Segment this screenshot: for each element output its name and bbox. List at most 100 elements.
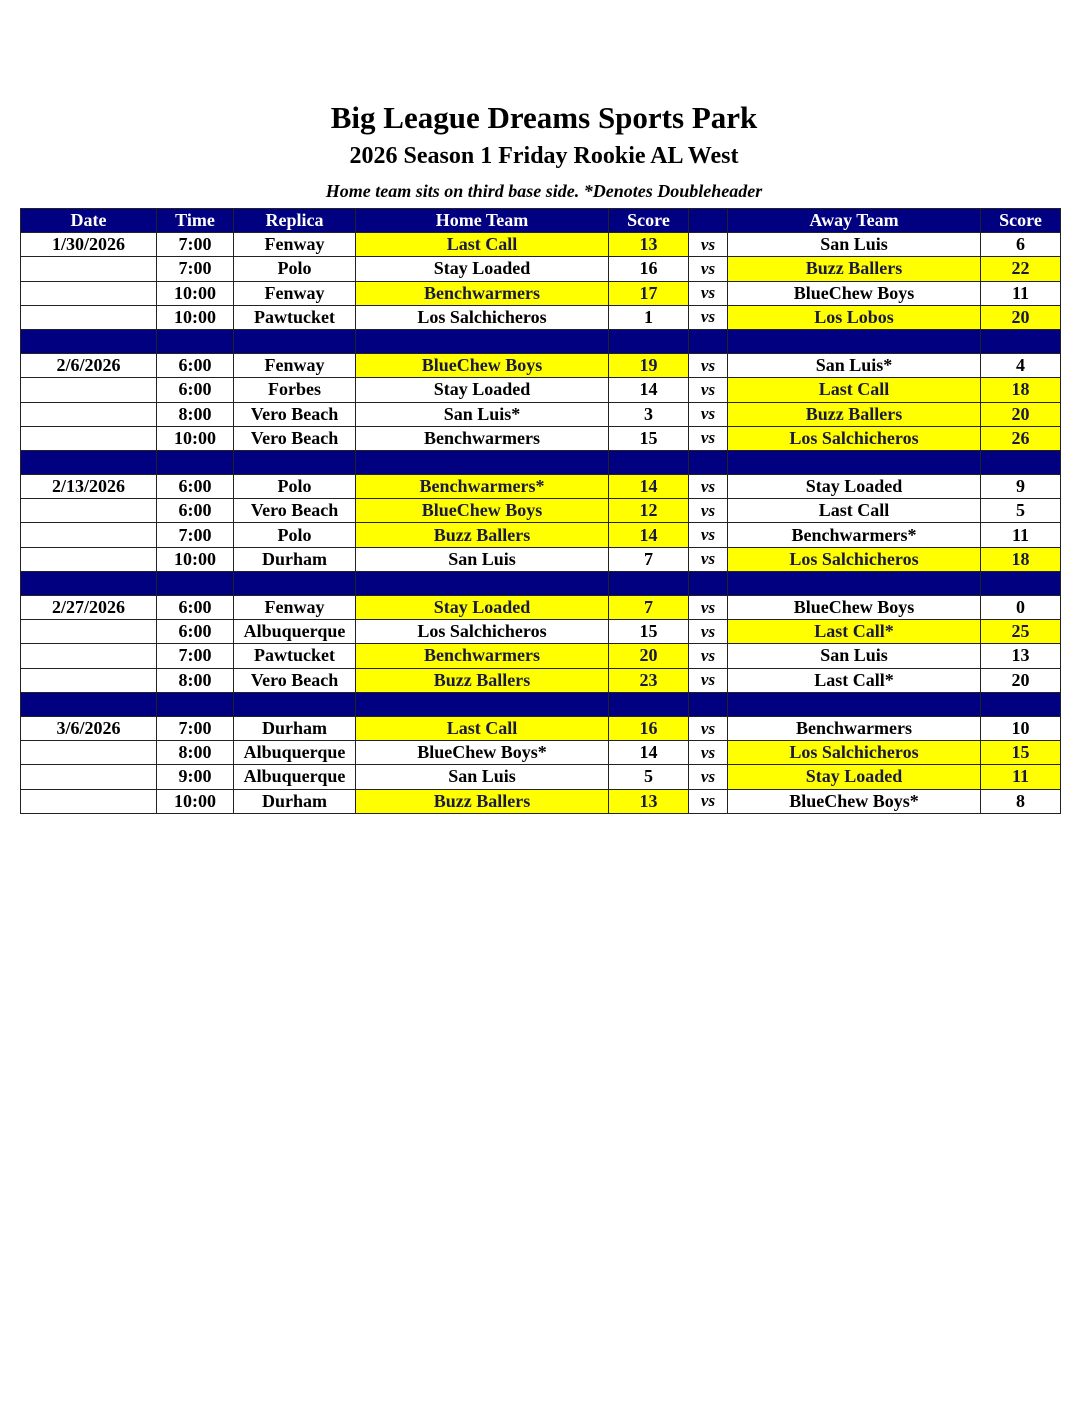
game-row: 10:00 Vero Beach Benchwarmers 15 vs Los Salch… — [20, 425, 1061, 451]
separator-cell — [980, 570, 1061, 597]
date-cell — [20, 643, 157, 669]
time-cell: 6:00 — [156, 619, 234, 645]
time-cell: 6:00 — [156, 594, 234, 621]
game-row: 10:00 Fenway Benchwarmers 17 vs BlueChew Boys… — [20, 280, 1061, 306]
date-cell — [20, 425, 157, 451]
away-team-cell: Stay Loaded — [727, 764, 981, 790]
away-score-cell: 18 — [980, 377, 1061, 403]
vs-cell: vs — [688, 546, 728, 572]
separator-cell — [233, 691, 356, 717]
game-row: 6:00 Albuquerque Los Salchicheros 15 vs Last … — [20, 619, 1061, 645]
separator-cell — [727, 328, 981, 355]
away-team-cell: Benchwarmers — [727, 715, 981, 742]
away-score-cell: 20 — [980, 304, 1061, 330]
vs-cell: vs — [688, 619, 728, 645]
vs-cell: vs — [688, 280, 728, 306]
away-team-cell: Last Call* — [727, 619, 981, 645]
separator-cell — [233, 570, 356, 597]
away-team-cell: Last Call — [727, 377, 981, 403]
away-score-cell: 20 — [980, 401, 1061, 427]
replica-cell: Albuquerque — [233, 764, 356, 790]
week-separator — [20, 328, 1061, 355]
vs-cell: vs — [688, 643, 728, 669]
date-cell — [20, 740, 157, 766]
away-score-cell: 10 — [980, 715, 1061, 742]
home-team-cell: Stay Loaded — [355, 377, 609, 403]
vs-cell: vs — [688, 304, 728, 330]
vs-cell: vs — [688, 232, 728, 258]
home-score-cell: 23 — [608, 667, 689, 693]
game-row: 8:00 Vero Beach San Luis* 3 vs Buzz Ballers 20 — [20, 401, 1061, 427]
separator-cell — [608, 449, 689, 476]
home-team-cell: Buzz Ballers — [355, 788, 609, 814]
home-team-cell: BlueChew Boys* — [355, 740, 609, 766]
time-cell: 6:00 — [156, 498, 234, 524]
separator-cell — [688, 691, 728, 717]
away-score-cell: 9 — [980, 474, 1061, 500]
away-team-cell: Buzz Ballers — [727, 256, 981, 282]
game-row: 2/27/2026 6:00 Fenway Stay Loaded 7 vs BlueChe… — [20, 594, 1061, 621]
header-row: Date Time Replica Home Team Score Away T… — [20, 207, 1061, 234]
home-score-cell: 17 — [608, 280, 689, 306]
time-cell: 10:00 — [156, 304, 234, 330]
away-score-cell: 15 — [980, 740, 1061, 766]
home-team-cell: Los Salchicheros — [355, 619, 609, 645]
time-cell: 8:00 — [156, 401, 234, 427]
vs-cell: vs — [688, 788, 728, 814]
home-score-cell: 14 — [608, 740, 689, 766]
game-row: 9:00 Albuquerque San Luis 5 vs Stay Loaded 11 — [20, 764, 1061, 790]
date-cell — [20, 522, 157, 548]
replica-cell: Durham — [233, 546, 356, 572]
time-cell: 10:00 — [156, 788, 234, 814]
game-row: 2/13/2026 6:00 Polo Benchwarmers* 14 vs Stay L… — [20, 474, 1061, 500]
time-cell: 8:00 — [156, 740, 234, 766]
date-cell — [20, 256, 157, 282]
replica-cell: Vero Beach — [233, 425, 356, 451]
week-separator — [20, 570, 1061, 597]
separator-cell — [233, 328, 356, 355]
separator-cell — [20, 328, 157, 355]
time-cell: 10:00 — [156, 546, 234, 572]
away-team-cell: San Luis — [727, 232, 981, 258]
home-team-cell: San Luis — [355, 546, 609, 572]
game-row: 6:00 Forbes Stay Loaded 14 vs Last Call 18 — [20, 377, 1061, 403]
date-cell — [20, 401, 157, 427]
separator-cell — [156, 449, 234, 476]
col-replica: Replica — [233, 207, 356, 234]
game-row: 10:00 Pawtucket Los Salchicheros 1 vs Los Lob… — [20, 304, 1061, 330]
date-cell — [20, 764, 157, 790]
home-score-cell: 15 — [608, 619, 689, 645]
replica-cell: Vero Beach — [233, 498, 356, 524]
home-score-cell: 14 — [608, 377, 689, 403]
date-cell: 2/13/2026 — [20, 474, 157, 500]
separator-cell — [688, 328, 728, 355]
away-score-cell: 26 — [980, 425, 1061, 451]
home-team-cell: Benchwarmers — [355, 643, 609, 669]
home-score-cell: 19 — [608, 353, 689, 379]
date-cell: 1/30/2026 — [20, 232, 157, 258]
time-cell: 10:00 — [156, 280, 234, 306]
away-team-cell: San Luis — [727, 643, 981, 669]
away-score-cell: 5 — [980, 498, 1061, 524]
away-score-cell: 4 — [980, 353, 1061, 379]
home-team-cell: Stay Loaded — [355, 256, 609, 282]
schedule-note: Home team sits on third base side. *Deno… — [325, 181, 763, 201]
vs-cell: vs — [688, 715, 728, 742]
vs-cell: vs — [688, 377, 728, 403]
date-cell — [20, 280, 157, 306]
game-row: 2/6/2026 6:00 Fenway BlueChew Boys 19 vs San L… — [20, 353, 1061, 379]
separator-cell — [156, 691, 234, 717]
vs-cell: vs — [688, 353, 728, 379]
home-score-cell: 16 — [608, 715, 689, 742]
home-score-cell: 1 — [608, 304, 689, 330]
col-vs — [688, 207, 728, 234]
vs-cell: vs — [688, 498, 728, 524]
page-title: Big League Dreams Sports Park — [330, 100, 758, 135]
separator-cell — [727, 449, 981, 476]
home-team-cell: San Luis* — [355, 401, 609, 427]
col-away-score: Score — [980, 207, 1061, 234]
time-cell: 10:00 — [156, 425, 234, 451]
home-team-cell: Los Salchicheros — [355, 304, 609, 330]
vs-cell: vs — [688, 401, 728, 427]
